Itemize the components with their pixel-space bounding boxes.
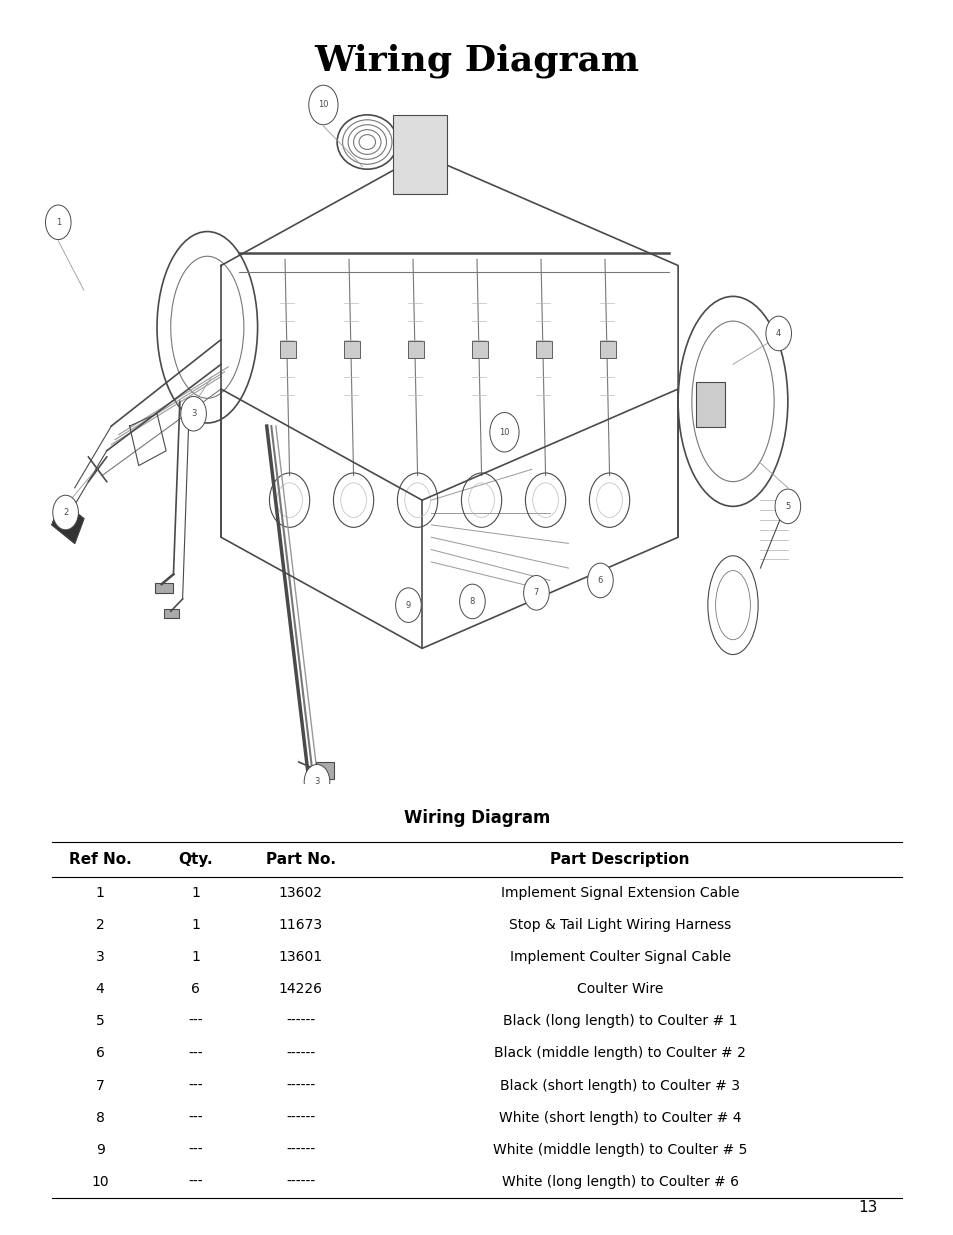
Text: Black (short length) to Coulter # 3: Black (short length) to Coulter # 3 xyxy=(499,1078,740,1093)
Text: 13: 13 xyxy=(858,1200,877,1215)
Text: ------: ------ xyxy=(286,1142,314,1157)
Text: 5: 5 xyxy=(95,1014,105,1029)
Text: 1: 1 xyxy=(191,950,200,965)
Text: ------: ------ xyxy=(286,1078,314,1093)
Text: 8: 8 xyxy=(95,1110,105,1125)
FancyBboxPatch shape xyxy=(471,341,487,358)
Text: 3: 3 xyxy=(314,777,319,787)
Text: White (short length) to Coulter # 4: White (short length) to Coulter # 4 xyxy=(498,1110,740,1125)
Text: 9: 9 xyxy=(405,600,411,610)
Circle shape xyxy=(765,316,791,351)
Text: 2: 2 xyxy=(95,918,105,932)
Text: 13602: 13602 xyxy=(278,885,322,900)
FancyBboxPatch shape xyxy=(598,341,616,358)
Text: ---: --- xyxy=(188,1046,203,1061)
Text: Implement Coulter Signal Cable: Implement Coulter Signal Cable xyxy=(509,950,730,965)
Text: 6: 6 xyxy=(598,576,602,585)
Text: ---: --- xyxy=(188,1078,203,1093)
Text: Part No.: Part No. xyxy=(265,852,335,867)
Text: 7: 7 xyxy=(533,588,538,598)
Circle shape xyxy=(774,489,800,524)
FancyBboxPatch shape xyxy=(695,382,724,427)
Text: 9: 9 xyxy=(95,1142,105,1157)
FancyBboxPatch shape xyxy=(315,762,334,779)
Circle shape xyxy=(489,412,518,452)
Text: 8: 8 xyxy=(469,597,475,606)
Text: Part Description: Part Description xyxy=(550,852,689,867)
Circle shape xyxy=(523,576,549,610)
Text: 1: 1 xyxy=(191,918,200,932)
Text: Black (middle length) to Coulter # 2: Black (middle length) to Coulter # 2 xyxy=(494,1046,745,1061)
Circle shape xyxy=(52,495,78,530)
Text: 1: 1 xyxy=(95,885,105,900)
Text: ---: --- xyxy=(188,1014,203,1029)
Text: 1: 1 xyxy=(55,217,61,227)
Text: ------: ------ xyxy=(286,1046,314,1061)
FancyBboxPatch shape xyxy=(279,341,295,358)
Text: 10: 10 xyxy=(91,1174,109,1189)
Text: ------: ------ xyxy=(286,1014,314,1029)
Text: Stop & Tail Light Wiring Harness: Stop & Tail Light Wiring Harness xyxy=(509,918,730,932)
Circle shape xyxy=(304,764,330,799)
Text: 1: 1 xyxy=(191,885,200,900)
Circle shape xyxy=(46,205,71,240)
Circle shape xyxy=(395,588,421,622)
Polygon shape xyxy=(51,500,84,543)
Text: ---: --- xyxy=(188,1174,203,1189)
Text: 14226: 14226 xyxy=(278,982,322,997)
Text: White (middle length) to Coulter # 5: White (middle length) to Coulter # 5 xyxy=(493,1142,746,1157)
Text: Black (long length) to Coulter # 1: Black (long length) to Coulter # 1 xyxy=(502,1014,737,1029)
Circle shape xyxy=(180,396,206,431)
FancyBboxPatch shape xyxy=(535,341,552,358)
FancyBboxPatch shape xyxy=(407,341,423,358)
Text: White (long length) to Coulter # 6: White (long length) to Coulter # 6 xyxy=(501,1174,738,1189)
Text: Qty.: Qty. xyxy=(178,852,213,867)
Text: 3: 3 xyxy=(191,409,196,419)
Text: 10: 10 xyxy=(498,427,509,437)
Text: Wiring Diagram: Wiring Diagram xyxy=(314,43,639,78)
Text: 2: 2 xyxy=(63,508,69,517)
Circle shape xyxy=(587,563,613,598)
FancyBboxPatch shape xyxy=(343,341,359,358)
Text: Implement Signal Extension Cable: Implement Signal Extension Cable xyxy=(500,885,739,900)
Text: 3: 3 xyxy=(95,950,105,965)
Circle shape xyxy=(309,85,337,125)
Text: 5: 5 xyxy=(784,501,790,511)
Text: ------: ------ xyxy=(286,1110,314,1125)
FancyBboxPatch shape xyxy=(164,609,179,618)
Text: ---: --- xyxy=(188,1110,203,1125)
Text: ---: --- xyxy=(188,1142,203,1157)
Text: 13601: 13601 xyxy=(278,950,322,965)
Text: 6: 6 xyxy=(191,982,200,997)
Text: 6: 6 xyxy=(95,1046,105,1061)
Text: 7: 7 xyxy=(95,1078,105,1093)
Text: 4: 4 xyxy=(95,982,105,997)
Text: Wiring Diagram: Wiring Diagram xyxy=(403,809,550,827)
Circle shape xyxy=(459,584,485,619)
FancyBboxPatch shape xyxy=(155,583,173,593)
Text: Ref No.: Ref No. xyxy=(69,852,132,867)
Text: ------: ------ xyxy=(286,1174,314,1189)
FancyBboxPatch shape xyxy=(393,115,446,194)
Text: 4: 4 xyxy=(775,329,781,338)
Text: 11673: 11673 xyxy=(278,918,322,932)
Text: Coulter Wire: Coulter Wire xyxy=(577,982,662,997)
Text: 10: 10 xyxy=(317,100,329,110)
